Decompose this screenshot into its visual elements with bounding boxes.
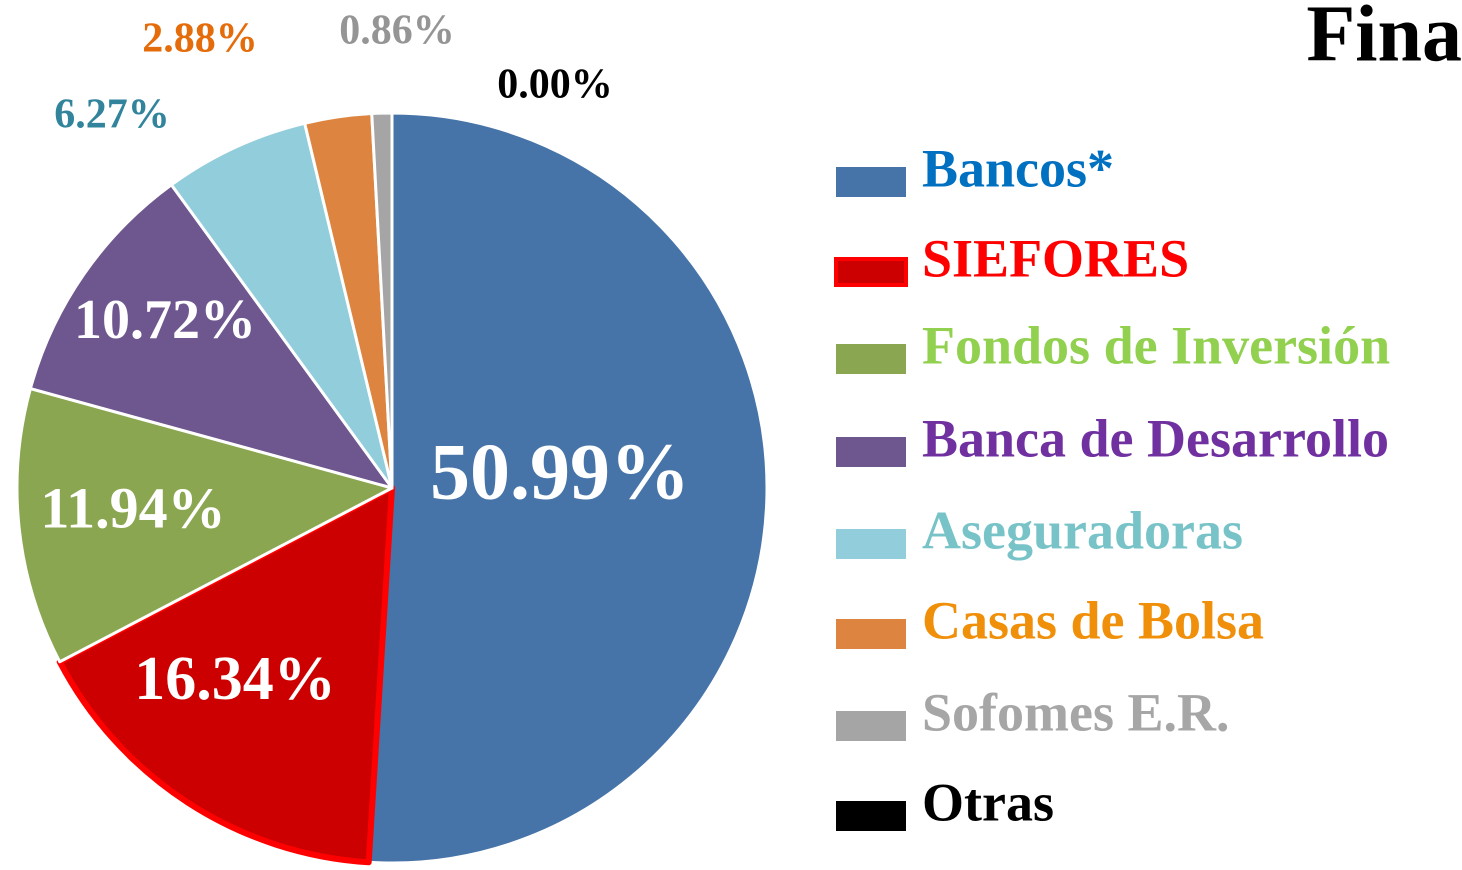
- data-label: 50.99%: [430, 428, 690, 516]
- legend-swatch: [836, 529, 906, 559]
- legend-swatch: [836, 619, 906, 649]
- pie-slice: [15, 387, 394, 664]
- legend-label: Sofomes E.R.: [922, 682, 1230, 742]
- legend-swatch: [836, 801, 906, 831]
- data-label: 0.00%: [497, 62, 613, 108]
- data-label: 2.88%: [142, 16, 258, 62]
- legend-label: Fondos de Inversión: [922, 315, 1390, 375]
- data-label: 11.94%: [40, 475, 225, 540]
- data-label: 16.34%: [134, 645, 336, 713]
- pie-slice: [169, 121, 394, 490]
- data-label: 10.72%: [74, 289, 256, 351]
- legend-swatch: [836, 167, 906, 197]
- legend-label: Banca de Desarrollo: [922, 408, 1389, 468]
- legend-swatch: [836, 344, 906, 374]
- legend-label: Aseguradoras: [922, 500, 1243, 560]
- legend-swatch: [836, 437, 906, 467]
- legend-swatch: [834, 257, 908, 287]
- legend-label: Casas de Bolsa: [922, 590, 1264, 650]
- pie-slice: [56, 485, 395, 866]
- pie-slice: [28, 183, 394, 490]
- legend-label: Bancos*: [922, 138, 1114, 198]
- chart-title: Fina: [1306, 0, 1462, 78]
- legend-swatch: [836, 711, 906, 741]
- data-label: 6.27%: [54, 92, 170, 138]
- legend-label: Otras: [922, 772, 1054, 832]
- pie-slice: [367, 111, 769, 865]
- data-label: 0.86%: [339, 8, 455, 54]
- legend-label: SIEFORES: [922, 228, 1189, 288]
